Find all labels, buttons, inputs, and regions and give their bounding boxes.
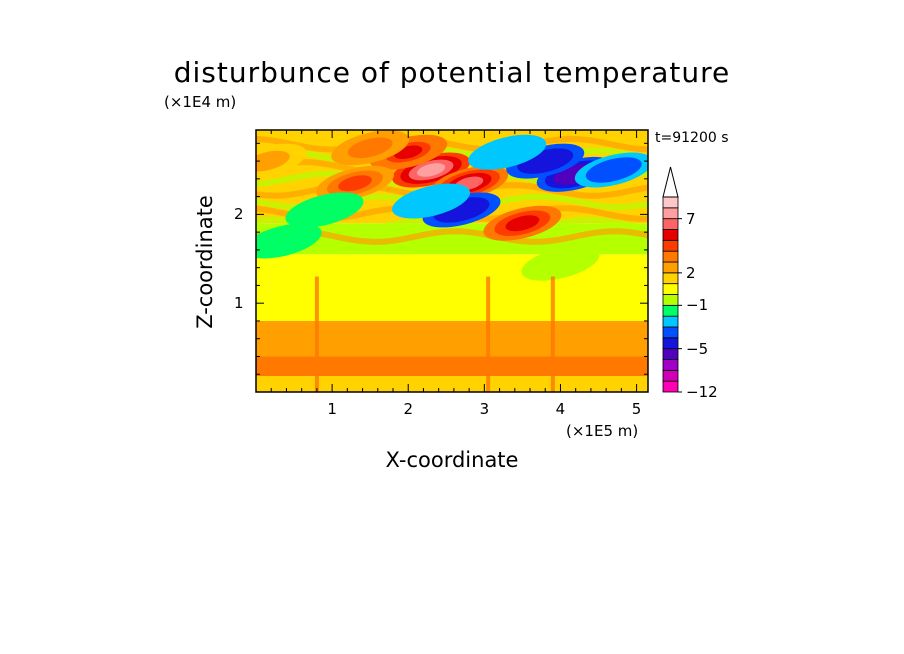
x-tick-label: 5 xyxy=(631,400,642,418)
contour-streak-8 xyxy=(256,135,648,153)
x-tick-label: 4 xyxy=(555,400,566,418)
colorbar-tick-label: −12 xyxy=(686,383,718,401)
colorbar-box-15 xyxy=(662,218,679,230)
anomaly-10-level-1 xyxy=(484,141,530,163)
colorbar-tick-label: −1 xyxy=(686,296,709,315)
anomaly-9-level-1 xyxy=(408,190,454,212)
anomaly-7-level-2 xyxy=(596,161,631,178)
plot-border xyxy=(255,129,649,393)
colorbar-box-6 xyxy=(662,315,679,328)
time-label: t=91200 s xyxy=(655,130,729,146)
colorbar-box-13 xyxy=(662,239,679,252)
x-unit-label: (×1E5 m) xyxy=(566,422,639,440)
colorbar-tick-label: −5 xyxy=(686,339,709,358)
colorbar-box-5 xyxy=(662,326,679,339)
anomaly-12-level-0 xyxy=(256,223,322,259)
colorbar-box-17 xyxy=(662,196,679,209)
colorbar-extend-arrow xyxy=(662,166,679,198)
colorbar-box-7 xyxy=(662,304,679,317)
contour-band-0 xyxy=(256,376,648,392)
anomaly-4-level-2 xyxy=(338,175,372,192)
plume-1 xyxy=(486,276,491,392)
colorbar-box-14 xyxy=(662,229,679,241)
anomaly-3-level-2 xyxy=(505,215,540,232)
colorbar-box-12 xyxy=(662,250,679,263)
y-tick-label: 1 xyxy=(234,294,244,313)
colorbar-box-4 xyxy=(662,337,679,350)
y-tick-label: 2 xyxy=(234,205,244,224)
x-axis-label: X-coordinate xyxy=(385,448,519,472)
colorbar-box-1 xyxy=(662,369,679,382)
contour-band-1 xyxy=(256,356,648,377)
anomaly-14-level-1 xyxy=(347,137,393,159)
anomaly-11-level-0 xyxy=(285,192,364,228)
anomaly-13-level-0 xyxy=(521,245,600,281)
colorbar-box-10 xyxy=(662,272,679,285)
anomaly-6-level-2 xyxy=(528,153,563,170)
contour-plot xyxy=(256,130,648,392)
colorbar-box-9 xyxy=(662,283,679,295)
contour-field xyxy=(256,130,648,392)
y-unit-label: (×1E4 m) xyxy=(164,93,237,111)
colorbar-box-3 xyxy=(662,348,679,360)
plume-0 xyxy=(314,276,319,392)
x-tick-label: 3 xyxy=(479,400,490,418)
chart-title: disturbunce of potential temperature xyxy=(173,56,731,89)
colorbar-tick-label: 7 xyxy=(686,209,696,228)
anomaly-0-level-3 xyxy=(416,163,446,177)
x-tick-label: 2 xyxy=(403,400,413,418)
colorbar-tick-label: 2 xyxy=(686,263,696,282)
colorbar-box-8 xyxy=(662,294,679,306)
plume-2 xyxy=(550,276,555,392)
colorbar-box-11 xyxy=(662,261,679,274)
x-tick-label: 1 xyxy=(327,400,337,418)
contour-band-2 xyxy=(256,320,648,357)
colorbar-box-0 xyxy=(662,380,679,393)
colorbar-box-2 xyxy=(662,359,679,371)
contour-band-3 xyxy=(256,280,648,321)
colorbar-box-16 xyxy=(662,207,679,220)
